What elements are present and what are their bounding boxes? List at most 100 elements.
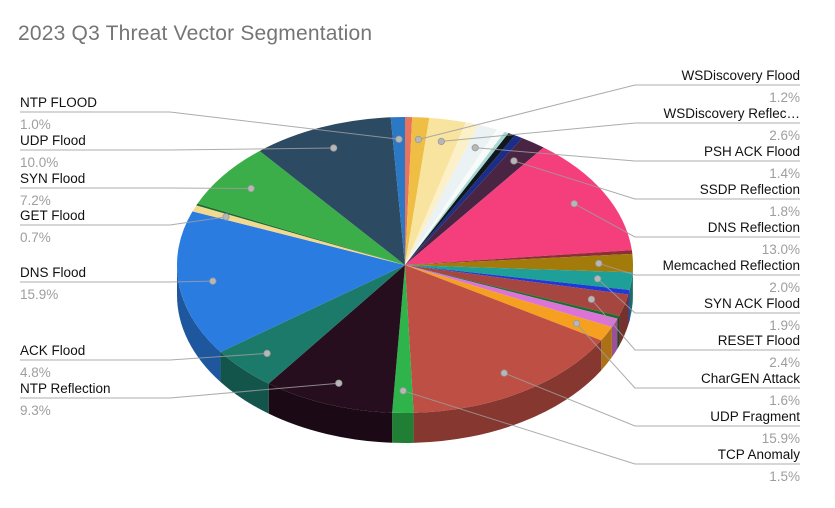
slice-percent: 2.4%: [769, 355, 800, 370]
leader-line-reset-flood: [591, 299, 800, 351]
leader-dot-udp-fragment: [500, 369, 508, 377]
callout-ssdp-reflection: SSDP Reflection 1.8%: [700, 182, 800, 220]
callout-psh-ack-flood: PSH ACK Flood 1.4%: [704, 144, 800, 182]
callout-syn-flood: SYN Flood 7.2%: [20, 171, 85, 209]
callout-ack-flood: ACK Flood 4.8%: [20, 343, 85, 381]
slice-percent: 9.3%: [20, 403, 51, 418]
leader-dot-wsdiscovery-flood: [414, 135, 422, 144]
leader-line-syn-flood: [20, 187, 252, 190]
leader-dot-psh-ack-flood: [471, 144, 479, 152]
leader-line-udp-fragment: [503, 372, 800, 427]
callout-dns-reflection: DNS Reflection 13.0%: [708, 220, 800, 258]
slice-percent: 1.9%: [769, 318, 800, 333]
pie-slice-seg7: [405, 133, 515, 265]
slice-label: CharGEN Attack: [700, 371, 800, 386]
leader-line-wsdiscovery-reflec: [441, 122, 800, 142]
pie-slice-seg3: [405, 122, 479, 265]
leader-line-tcp-anomaly: [403, 390, 800, 465]
leader-line-dns-reflection: [573, 203, 800, 238]
slice-label: UDP Flood: [20, 133, 86, 148]
slice-percent: 1.6%: [769, 393, 800, 408]
pie-slice-chargen-attack: [405, 265, 612, 341]
leader-dot-reset-flood: [587, 295, 596, 303]
slice-percent: 15.9%: [761, 431, 800, 446]
leader-dot-ssdp-reflection: [510, 157, 518, 165]
pie-slice-side-seg16: [617, 316, 620, 349]
pie-slice-seg17: [405, 265, 618, 328]
pie-slice-ntp-flood: [390, 117, 405, 265]
slice-percent: 1.2%: [769, 90, 800, 105]
pie-slice-side-syn-ack-flood: [629, 272, 633, 320]
callout-udp-flood: UDP Flood 10.0%: [20, 133, 86, 171]
callout-get-flood: GET Flood 0.7%: [20, 208, 85, 246]
pie-slice-side-ntp-reflection: [268, 383, 393, 443]
pie-slice-side-ack-flood: [220, 351, 269, 414]
leader-dot-tcp-anomaly: [399, 387, 407, 395]
slice-label: NTP FLOOD: [20, 95, 98, 110]
pie-slice-side-tcp-anomaly: [392, 412, 414, 443]
pie-slice-seg8: [405, 135, 523, 265]
slice-percent: 1.0%: [20, 117, 51, 132]
leader-dot-ntp-flood: [395, 135, 403, 143]
pie-slice-wsdiscovery-flood: [405, 117, 430, 265]
pie-slice-udp-flood: [259, 117, 405, 265]
slice-label: Memcached Reflection: [662, 258, 800, 273]
pie-slice-seg0: [405, 117, 413, 265]
leader-dot-udp-flood: [330, 144, 338, 152]
pie-slice-psh-ack-flood: [405, 124, 497, 265]
leader-dot-syn-flood: [247, 184, 255, 193]
leader-dot-syn-ack-flood: [594, 275, 602, 283]
pie-slice-seg11: [405, 250, 633, 265]
pie-slice-tcp-anomaly: [392, 265, 414, 413]
callout-chargen-attack: CharGEN Attack 1.6%: [701, 371, 800, 409]
pie-slice-dns-reflection: [405, 147, 632, 265]
slice-percent: 1.5%: [769, 469, 800, 484]
slice-label: NTP Reflection: [20, 381, 111, 396]
slice-percent: 1.4%: [769, 166, 800, 181]
slice-percent: 2.0%: [769, 280, 800, 295]
leader-line-psh-ack-flood: [475, 147, 800, 162]
slice-label: WSDiscovery Reflec…: [663, 106, 800, 121]
leader-dot-memcached-reflection: [595, 259, 603, 268]
pie-slice-seg16: [405, 265, 620, 319]
slice-label: DNS Flood: [20, 265, 87, 280]
leader-dot-ack-flood: [263, 349, 271, 357]
pie-slice-seg6: [405, 131, 509, 265]
callout-memcached-reflection: Memcached Reflection 2.0%: [663, 258, 800, 296]
leader-line-ack-flood: [20, 352, 268, 361]
callout-udp-fragment: UDP Fragment 15.9%: [710, 409, 800, 447]
leader-lines: [20, 84, 800, 465]
leader-line-get-flood: [20, 216, 227, 226]
slice-label: GET Flood: [20, 208, 86, 223]
slice-percent: 4.8%: [20, 365, 51, 380]
slice-percent: 10.0%: [20, 155, 59, 170]
callout-dns-flood: DNS Flood 15.9%: [20, 265, 86, 303]
pie-slice-reset-flood: [405, 265, 629, 317]
leader-line-chargen-attack: [576, 323, 800, 389]
leader-line-memcached-reflection: [598, 262, 800, 276]
callout-ntp-flood: NTP FLOOD 1.0%: [20, 95, 97, 133]
leader-dot-ntp-reflection: [335, 379, 343, 387]
callout-tcp-anomaly: TCP Anomaly 1.5%: [718, 447, 800, 485]
pie-slice-udp-fragment: [405, 265, 602, 413]
leader-line-ntp-reflection: [20, 382, 339, 399]
pie-slice-syn-ack-flood: [405, 265, 633, 290]
leader-dot-dns-flood: [209, 277, 217, 285]
pie-top-faces: [176, 117, 633, 413]
slice-label: SYN ACK Flood: [703, 296, 800, 311]
slice-label: WSDiscovery Flood: [681, 68, 800, 83]
pie-slice-seg5: [405, 129, 505, 265]
pie-slice-get-flood: [192, 205, 405, 265]
slice-percent: 2.6%: [769, 128, 800, 143]
slice-percent: 1.8%: [769, 204, 800, 219]
slice-label: ACK Flood: [20, 343, 86, 358]
leader-dot-wsdiscovery-reflec: [437, 137, 445, 146]
callout-ntp-reflection: NTP Reflection 9.3%: [20, 381, 111, 419]
leader-dot-chargen-attack: [572, 319, 581, 328]
chart-title: 2023 Q3 Threat Vector Segmentation: [18, 22, 373, 45]
pie-slice-syn-flood: [197, 150, 405, 265]
leader-dot-get-flood: [222, 213, 230, 221]
pie-slice-ntp-reflection: [268, 265, 405, 413]
